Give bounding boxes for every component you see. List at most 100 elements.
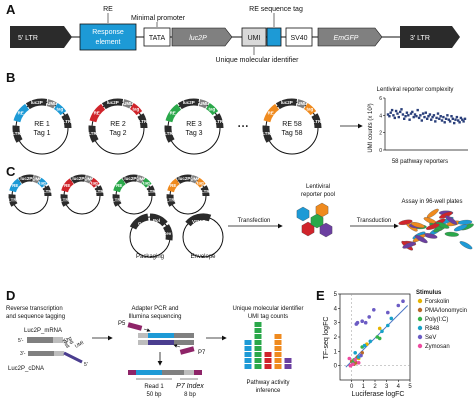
ltr-segment-left-label: LTR	[164, 131, 173, 136]
b-point	[446, 114, 449, 117]
e-ytick-label: 3	[334, 321, 338, 327]
e-ytick-label: 2	[334, 335, 338, 341]
e-point	[401, 299, 405, 304]
luc2p-segment	[101, 98, 124, 110]
umi-title-line2: UMI tag counts	[248, 314, 288, 320]
minimal-promoter-label: Minimal promoter	[131, 15, 186, 22]
re-segment	[89, 103, 106, 123]
b-point	[412, 115, 415, 119]
mrna-label: Luc2P_mRNA	[24, 328, 62, 334]
b-point	[442, 115, 445, 119]
luc2p-segment	[177, 98, 200, 110]
pathway-line2: inference	[256, 388, 281, 394]
umi-count-block	[254, 322, 262, 327]
cdna-label: Luc2P_cDNA	[8, 366, 44, 372]
tag-segment	[37, 177, 48, 188]
umi-count-block	[244, 340, 252, 345]
b-point	[423, 115, 426, 119]
umi-count-block	[244, 352, 252, 357]
tata-label: TATA	[149, 35, 166, 42]
pool-title-line1: Lentiviral	[306, 184, 330, 190]
e-legend-label: PMA/Ionomycin	[425, 308, 467, 314]
tag-segment-label: tag	[57, 107, 64, 112]
luc2p-segment	[25, 98, 48, 110]
e-legend-title: Stimulus	[416, 290, 442, 296]
ltr-segment-right-label: LTR	[215, 119, 224, 124]
b-point	[411, 110, 414, 114]
complexity-chart: Lentiviral reporter complexity 0 2 4 6 UMI …	[368, 87, 468, 165]
e-xtick-label: 0	[350, 384, 354, 390]
umi-count-block	[264, 358, 272, 363]
ltr-segment-right	[200, 185, 210, 197]
b-point	[399, 110, 402, 114]
umi-segment	[84, 174, 93, 184]
luc2p-segment-label: luc2P	[31, 100, 43, 105]
p7-label: P7	[198, 350, 206, 356]
tag-segment-label: tag	[143, 180, 150, 185]
ltr-segment-left	[12, 125, 23, 143]
umi-count-block	[254, 352, 262, 357]
umi-count-block	[244, 364, 252, 369]
re-segment	[113, 178, 126, 193]
e-point	[353, 358, 358, 362]
cell	[435, 221, 450, 229]
ltr-segment-left-label: LTR	[60, 197, 69, 202]
re-segment-label: RE	[12, 183, 18, 188]
rt-step: Reverse transcription and sequence taggi…	[6, 306, 88, 372]
e-point	[363, 320, 368, 325]
umi-count-block	[254, 358, 262, 363]
cell	[410, 222, 425, 228]
umi-segment-label: UMI	[84, 177, 92, 182]
pool-particle	[296, 206, 310, 222]
cdna-5: 5'	[84, 362, 88, 368]
b-point	[448, 120, 452, 123]
ltr-segment-left	[112, 194, 122, 207]
umi-count-block	[254, 364, 262, 369]
transduction-label: Transduction	[357, 218, 391, 224]
e-point	[380, 329, 384, 334]
ltr-segment-left-label: LTR	[12, 131, 21, 136]
b-point	[397, 115, 400, 119]
tag-segment-label: tag	[197, 180, 204, 185]
cell	[457, 219, 473, 225]
luc2p-segment	[122, 174, 138, 184]
read1-label: Read 1	[144, 384, 164, 390]
e-point	[372, 308, 376, 312]
ltr3-box	[400, 26, 460, 48]
b-point	[421, 112, 425, 115]
b-point	[400, 108, 403, 111]
b-point	[451, 117, 454, 120]
ltr-segment-right	[311, 113, 322, 129]
tag-segment	[303, 103, 317, 116]
b-point	[443, 121, 446, 124]
b-point	[434, 120, 437, 123]
b-point	[394, 109, 398, 113]
b-point	[416, 108, 419, 112]
mrna-3: -3'	[64, 338, 69, 344]
tag-segment-label: tag	[133, 107, 140, 112]
b-point	[420, 119, 423, 122]
plasmid-tag-label: Tag 1	[33, 130, 50, 137]
re-segment	[167, 178, 180, 193]
tag-segment	[129, 103, 143, 116]
e-legend-label: SeV	[425, 335, 436, 341]
b-point	[403, 117, 406, 120]
e-xtick-label: 3	[385, 384, 389, 390]
luc2p-segment-label: luc2P	[183, 100, 195, 105]
e-point	[396, 303, 401, 308]
re-segment-label: RE	[64, 183, 70, 188]
umi-segment-label: UMI	[136, 177, 144, 182]
e-legend-marker	[417, 307, 423, 313]
b-point	[417, 116, 421, 120]
e-xlabel: Luciferase logFC	[352, 391, 405, 398]
umi-count-block	[254, 346, 262, 351]
b-point	[463, 117, 467, 120]
tag-segment-label: tag	[209, 107, 216, 112]
emgfp-label: EmGFP	[334, 35, 359, 42]
